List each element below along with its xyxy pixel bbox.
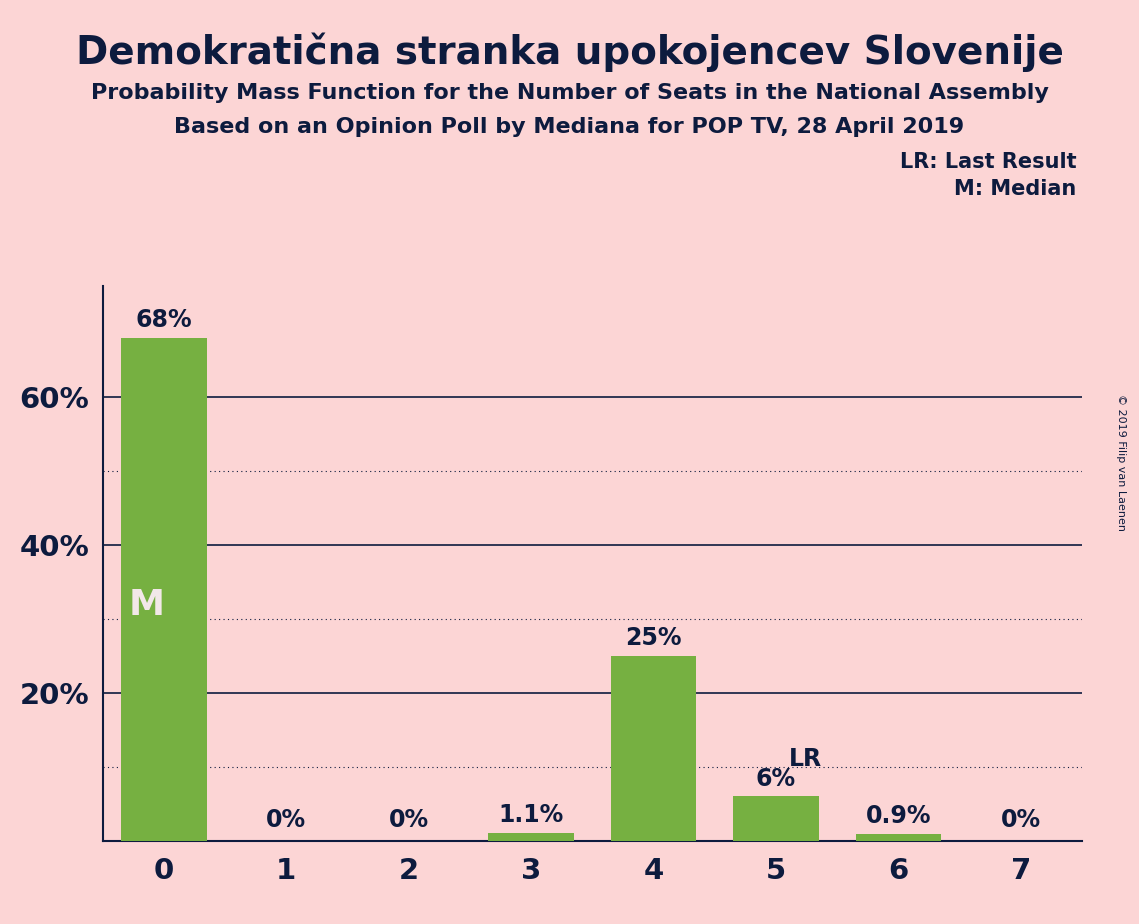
Bar	[121, 338, 206, 841]
Text: 25%: 25%	[625, 626, 682, 650]
Text: Based on an Opinion Poll by Mediana for POP TV, 28 April 2019: Based on an Opinion Poll by Mediana for …	[174, 117, 965, 138]
Text: 1.1%: 1.1%	[499, 803, 564, 827]
Text: 0.9%: 0.9%	[866, 804, 932, 828]
Text: 0%: 0%	[1001, 808, 1041, 832]
Bar	[611, 656, 696, 841]
Text: M: M	[129, 588, 165, 622]
Text: 6%: 6%	[756, 767, 796, 791]
Text: 0%: 0%	[267, 808, 306, 832]
Text: 68%: 68%	[136, 309, 192, 333]
Text: Demokratična stranka upokojencev Slovenije: Demokratična stranka upokojencev Sloveni…	[75, 32, 1064, 72]
Text: LR: LR	[789, 747, 822, 771]
Text: LR: Last Result: LR: Last Result	[900, 152, 1076, 173]
Bar	[489, 833, 574, 841]
Text: Probability Mass Function for the Number of Seats in the National Assembly: Probability Mass Function for the Number…	[91, 83, 1048, 103]
Bar	[855, 834, 941, 841]
Bar	[734, 796, 819, 841]
Text: M: Median: M: Median	[954, 179, 1076, 200]
Text: © 2019 Filip van Laenen: © 2019 Filip van Laenen	[1116, 394, 1125, 530]
Text: 0%: 0%	[388, 808, 428, 832]
